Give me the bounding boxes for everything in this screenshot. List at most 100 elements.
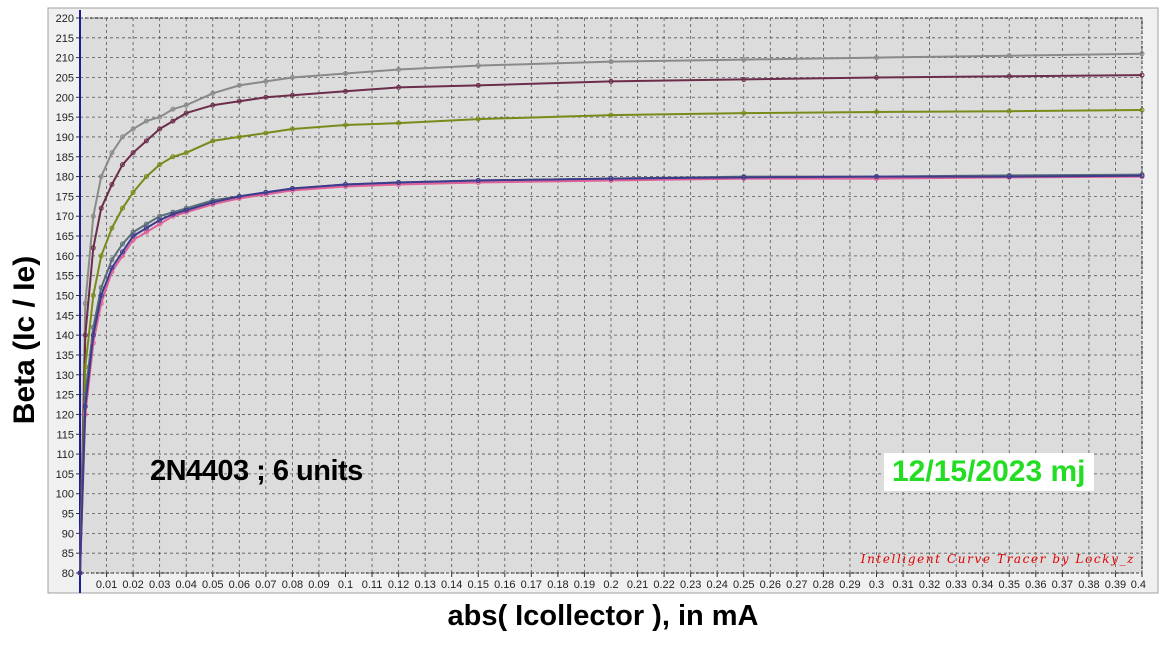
series-line [79, 109, 1143, 574]
data-point [874, 55, 879, 61]
x-tick-label: 0.05 [202, 579, 223, 591]
data-point [263, 189, 269, 195]
data-point [119, 249, 125, 255]
data-point [608, 112, 614, 118]
data-point [608, 176, 614, 182]
data-point [82, 364, 88, 370]
data-point [396, 120, 402, 126]
x-tick-label: 0.28 [813, 579, 834, 591]
data-point [475, 178, 481, 184]
x-tick-label: 0.15 [468, 579, 489, 591]
series-group [77, 51, 1145, 576]
y-tick-label: 115 [56, 429, 74, 441]
data-point [210, 90, 216, 96]
data-point [741, 174, 747, 180]
data-point [236, 82, 242, 88]
x-tick-label: 0.1 [338, 579, 353, 591]
data-point [1139, 173, 1145, 179]
data-point [90, 245, 96, 251]
data-point [157, 114, 163, 120]
data-point [1006, 53, 1012, 59]
data-point [90, 213, 96, 219]
data-point [90, 293, 96, 298]
data-point [608, 59, 614, 65]
data-point [130, 233, 136, 239]
data-point [475, 116, 481, 122]
data-point [170, 154, 176, 160]
data-point [741, 57, 747, 63]
data-point [874, 74, 879, 80]
y-tick-label: 160 [56, 251, 74, 263]
x-tick-label: 0.23 [680, 579, 701, 591]
data-point [343, 182, 348, 187]
data-point [1006, 73, 1012, 79]
data-point [210, 102, 216, 108]
data-point [170, 118, 176, 124]
data-point [183, 110, 189, 116]
date-annotation: 12/15/2023 mj [884, 453, 1094, 491]
x-tick-label: 0.2 [603, 579, 618, 591]
data-point [157, 162, 163, 168]
x-tick-label: 0.07 [255, 579, 276, 591]
x-tick-label: 0.19 [574, 579, 595, 591]
x-tick-label: 0.39 [1105, 579, 1126, 591]
x-tick-label: 0.14 [441, 579, 462, 591]
x-tick-label: 0.3 [869, 579, 884, 591]
data-point [475, 63, 481, 69]
credit-annotation: Intelligent Curve Tracer by Locky_z [860, 552, 1135, 566]
data-point [98, 174, 104, 180]
data-point [1139, 72, 1145, 78]
series-3 [77, 107, 1145, 576]
y-tick-label: 180 [56, 172, 74, 184]
x-tick-label: 0.21 [627, 579, 648, 591]
device-annotation: 2N4403 ; 6 units [150, 455, 363, 487]
data-point [119, 162, 125, 168]
data-point [109, 265, 115, 271]
series-line [79, 174, 1143, 574]
x-tick-label: 0.34 [972, 579, 993, 591]
x-tick-label: 0.16 [494, 579, 515, 591]
data-point [1139, 51, 1145, 57]
data-point [874, 109, 879, 115]
y-tick-label: 145 [56, 310, 74, 322]
y-tick-label: 135 [56, 350, 74, 362]
data-point [170, 106, 176, 112]
data-point [109, 150, 115, 156]
data-point [741, 76, 747, 82]
x-tick-label: 0.08 [282, 579, 303, 591]
data-point [343, 71, 348, 76]
y-tick-label: 215 [56, 33, 74, 45]
data-point [98, 205, 104, 211]
y-tick-label: 170 [56, 211, 74, 223]
data-point [475, 82, 481, 88]
data-point [82, 332, 88, 338]
x-tick-label: 0.35 [999, 579, 1020, 591]
y-tick-label: 155 [56, 271, 74, 283]
data-point [130, 150, 136, 156]
x-tick-label: 0.09 [308, 579, 329, 591]
x-tick-label: 0.25 [733, 579, 754, 591]
data-point [1006, 174, 1012, 180]
x-tick-label: 0.29 [839, 579, 860, 591]
data-point [130, 126, 136, 132]
data-point [236, 134, 242, 140]
y-tick-label: 175 [56, 191, 74, 203]
x-tick-label: 0.24 [706, 579, 727, 591]
y-tick-label: 205 [56, 72, 74, 84]
series-6 [77, 173, 1145, 576]
y-tick-label: 220 [56, 13, 74, 25]
data-point [236, 98, 242, 104]
x-tick-label: 0.22 [653, 579, 674, 591]
y-tick-label: 165 [56, 231, 74, 243]
data-point [210, 199, 216, 205]
data-point [343, 88, 348, 94]
x-tick-label: 0.03 [149, 579, 170, 591]
y-tick-label: 140 [56, 330, 74, 342]
x-tick-label: 0.27 [786, 579, 807, 591]
x-tick-label: 0.17 [521, 579, 542, 591]
data-point [183, 150, 189, 156]
x-tick-label: 0.31 [892, 579, 913, 591]
data-point [289, 185, 295, 191]
series-1 [77, 51, 1145, 576]
